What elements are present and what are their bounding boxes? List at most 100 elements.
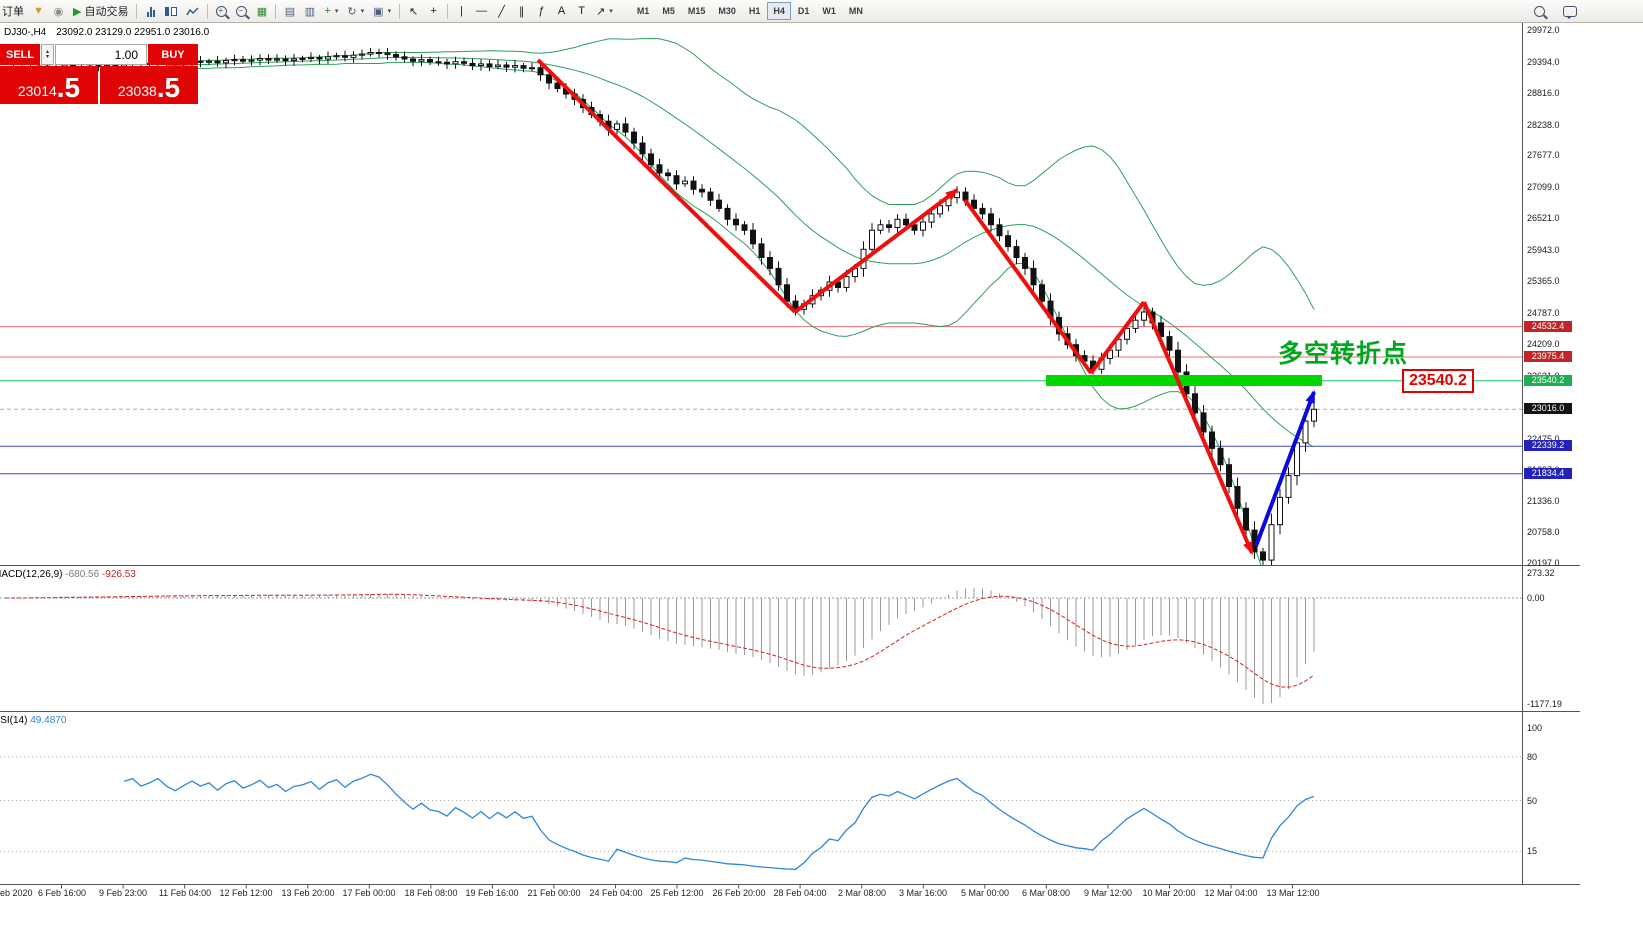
fibonacci-tool[interactable]: ƒ bbox=[532, 2, 551, 21]
sell-button[interactable]: SELL bbox=[0, 44, 40, 65]
bollinger-bands bbox=[166, 37, 1315, 565]
price-level-badge: 23016.0 bbox=[1524, 403, 1572, 414]
vertical-line-tool[interactable]: | bbox=[452, 2, 471, 21]
text-tool[interactable]: A bbox=[552, 2, 571, 21]
profiles-icon[interactable]: ▼ bbox=[29, 2, 48, 21]
rsi-line bbox=[123, 773, 1315, 870]
macd-axis-label: 0.00 bbox=[1527, 593, 1545, 603]
autotrading-button[interactable]: ▶ 自动交易 bbox=[69, 2, 132, 21]
template-icon[interactable]: ▣ ▾ bbox=[369, 2, 395, 21]
horizontal-line-tool[interactable]: — bbox=[472, 2, 491, 21]
cursor-tool[interactable]: ↖ bbox=[404, 2, 423, 21]
chart-ohlc-title: DJ30-,H4 23092.0 23129.0 22951.0 23016.0 bbox=[4, 27, 209, 38]
toolbar-left-group: 订单 ▼ ◉ ▶ 自动交易 + − ▦ ▤ ▥ + ▾ ↻ ▾ ▣ ▾ ↖ + | — ╱ ∥ ƒ A T ↗ ▾ bbox=[2, 2, 617, 21]
bar-chart-icon[interactable] bbox=[141, 2, 160, 21]
timeframe-mn[interactable]: MN bbox=[843, 2, 869, 20]
arrange-windows-icon[interactable]: ▤ bbox=[280, 2, 299, 21]
timeframe-toolbar: M1 M5 M15 M30 H1 H4 D1 W1 MN bbox=[631, 2, 869, 20]
period-icon: ↻ bbox=[347, 5, 357, 18]
timeframe-m15[interactable]: M15 bbox=[682, 2, 712, 20]
timeframe-h4[interactable]: H4 bbox=[767, 2, 791, 20]
sell-price[interactable]: 23014.5 bbox=[0, 66, 98, 104]
community-icon[interactable] bbox=[1559, 2, 1581, 21]
cursor-tool: ↖ bbox=[408, 5, 419, 18]
support-price-tag[interactable]: 23540.2 bbox=[1402, 369, 1474, 393]
volume-stepper[interactable]: ▴ ▾ bbox=[41, 44, 54, 65]
timeframe-m30[interactable]: M30 bbox=[712, 2, 742, 20]
time-axis-label: 10 Mar 20:00 bbox=[1142, 888, 1196, 898]
new-chart-button: + bbox=[324, 5, 331, 17]
price-axis-label: 20197.0 bbox=[1527, 558, 1560, 568]
label-tool[interactable]: T bbox=[572, 2, 591, 21]
channel-tool[interactable]: ∥ bbox=[512, 2, 531, 21]
time-axis-label: 12 Mar 04:00 bbox=[1204, 888, 1258, 898]
time-axis-label: 28 Feb 04:00 bbox=[773, 888, 827, 898]
template-icon: ▣ bbox=[373, 5, 384, 18]
rsi-axis-label: 50 bbox=[1527, 796, 1538, 806]
trendline-tool: ╱ bbox=[498, 5, 505, 18]
line-chart-icon[interactable] bbox=[182, 2, 203, 21]
price-axis-label: 20758.0 bbox=[1527, 527, 1560, 537]
new-order-button[interactable]: 订单 bbox=[0, 2, 28, 21]
horizontal-level-lines[interactable] bbox=[0, 326, 1522, 475]
buy-price[interactable]: 23038.5 bbox=[100, 66, 198, 104]
price-level-badge: 23975.4 bbox=[1524, 351, 1572, 362]
zoom-in-icon[interactable]: + bbox=[212, 2, 231, 21]
cascade-windows-icon[interactable]: ▥ bbox=[300, 2, 319, 21]
volume-up-icon[interactable]: ▴ bbox=[45, 48, 49, 55]
time-axis-label: 3 Mar 16:00 bbox=[898, 888, 948, 898]
data-window-icon[interactable]: ◉ bbox=[49, 2, 68, 21]
buy-button[interactable]: BUY bbox=[148, 44, 198, 65]
cascade-windows-icon: ▥ bbox=[304, 5, 316, 18]
search-icon[interactable] bbox=[1530, 2, 1549, 21]
price-level-badge: 24532.4 bbox=[1524, 321, 1572, 332]
timeframe-h1[interactable]: H1 bbox=[743, 2, 767, 20]
new-chart-button[interactable]: + ▾ bbox=[320, 2, 342, 21]
macd-indicator-label: MACD(12,26,9) -680.56 -926.53 bbox=[0, 569, 136, 580]
timeframe-w1[interactable]: W1 bbox=[816, 2, 842, 20]
time-axis-label: 13 Mar 12:00 bbox=[1266, 888, 1320, 898]
timeframe-d1[interactable]: D1 bbox=[792, 2, 816, 20]
turning-point-annotation[interactable]: 多空转折点 bbox=[1278, 340, 1409, 368]
price-axis-label: 21336.0 bbox=[1527, 496, 1560, 506]
price-axis-label: 26521.0 bbox=[1527, 213, 1560, 223]
crosshair-tool[interactable]: + bbox=[424, 2, 443, 21]
time-axis-label: 26 Feb 20:00 bbox=[712, 888, 766, 898]
volume-input[interactable] bbox=[55, 44, 147, 65]
zoom-out-icon[interactable]: − bbox=[232, 2, 251, 21]
red-trend-arrows[interactable] bbox=[536, 58, 1254, 555]
label-tool: T bbox=[578, 5, 585, 17]
time-axis-label: 6 Feb 2020 bbox=[0, 888, 33, 898]
data-window-icon: ◉ bbox=[53, 5, 64, 18]
autotrading-button-icon: ▶ bbox=[73, 5, 82, 18]
volume-down-icon[interactable]: ▾ bbox=[45, 53, 49, 60]
period-icon[interactable]: ↻ ▾ bbox=[343, 2, 368, 21]
time-axis-label: 18 Feb 08:00 bbox=[404, 888, 458, 898]
timeframe-m5[interactable]: M5 bbox=[656, 2, 681, 20]
trendline-tool[interactable]: ╱ bbox=[492, 2, 511, 21]
arrows-tool[interactable]: ↗ ▾ bbox=[592, 2, 617, 21]
tile-windows-icon[interactable]: ▦ bbox=[252, 2, 271, 21]
price-axis-label: 24209.0 bbox=[1527, 339, 1560, 349]
timeframe-m1[interactable]: M1 bbox=[631, 2, 656, 20]
candlestick-chart-icon[interactable] bbox=[161, 2, 181, 21]
chart-ohlc-values: 23092.0 23129.0 22951.0 23016.0 bbox=[56, 27, 210, 38]
time-axis-label: 6 Mar 08:00 bbox=[1021, 888, 1071, 898]
toolbar-separator bbox=[275, 3, 277, 19]
price-axis-label: 28816.0 bbox=[1527, 88, 1560, 98]
toolbar-right-group bbox=[1530, 2, 1581, 21]
price-level-badge: 22339.2 bbox=[1524, 440, 1572, 451]
time-axis-label: 17 Feb 00:00 bbox=[342, 888, 396, 898]
text-tool: A bbox=[557, 5, 566, 17]
time-axis-label: 13 Feb 20:00 bbox=[281, 888, 335, 898]
one-click-top-row: SELL ▴ ▾ BUY bbox=[0, 44, 198, 65]
rsi-axis-label: 80 bbox=[1527, 752, 1538, 762]
support-zone-rectangle[interactable] bbox=[1046, 375, 1322, 386]
blue-trend-arrow[interactable] bbox=[1254, 390, 1316, 547]
price-axis-label: 27099.0 bbox=[1527, 182, 1560, 192]
chart-symbol-period: DJ30-,H4 bbox=[4, 27, 47, 38]
time-axis-label: 21 Feb 00:00 bbox=[527, 888, 581, 898]
price-level-badge: 21834.4 bbox=[1524, 468, 1572, 479]
rsi-axis-label: 15 bbox=[1527, 846, 1538, 856]
